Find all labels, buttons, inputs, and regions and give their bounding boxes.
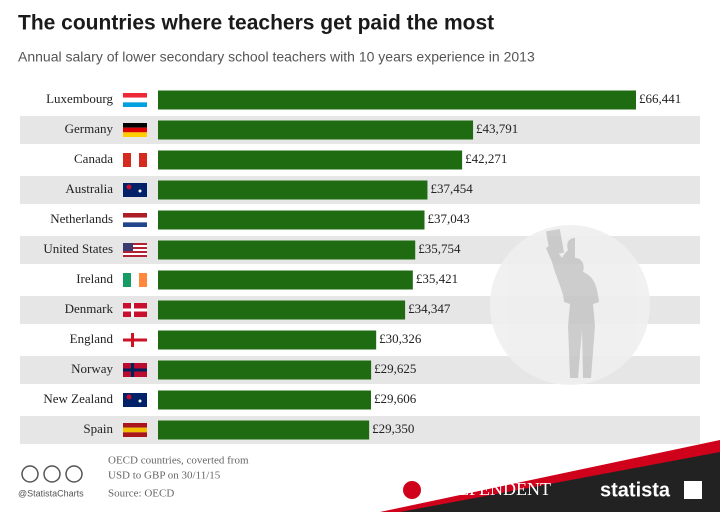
value-label: £35,421 [416, 271, 458, 286]
category-label: Netherlands [50, 211, 113, 226]
flag-part [123, 213, 147, 218]
flag-part [123, 93, 147, 98]
bar [158, 150, 463, 170]
category-label: Australia [65, 181, 113, 196]
bar [158, 270, 413, 290]
category-label: Germany [65, 121, 114, 136]
book [546, 228, 564, 256]
value-label: £29,350 [372, 421, 414, 436]
flag-part [123, 243, 133, 251]
flag-part [126, 394, 132, 400]
bar [158, 420, 370, 440]
value-label: £29,606 [374, 391, 417, 406]
chart-title: The countries where teachers get paid th… [18, 12, 494, 35]
brand-logo [684, 481, 702, 499]
flag-part [123, 393, 147, 407]
note-line: OECD countries, coverted from [108, 455, 249, 467]
flag-part [138, 399, 142, 403]
value-label: £34,347 [408, 301, 451, 316]
flag-part [131, 153, 139, 167]
bar [158, 210, 425, 230]
source: Source: OECD [108, 488, 174, 500]
note-line: USD to GBP on 30/11/15 [108, 470, 221, 482]
nd-icon [65, 465, 83, 483]
flag-part [123, 97, 147, 103]
value-label: £35,754 [418, 241, 461, 256]
value-label: £66,441 [639, 91, 681, 106]
flag-part [123, 427, 147, 433]
flag-part [139, 273, 147, 287]
bar [158, 330, 377, 350]
category-label: Canada [74, 151, 113, 166]
footer: @StatistaCharts OECD countries, coverted… [18, 440, 720, 512]
bar [158, 300, 406, 320]
flag-part [123, 153, 131, 167]
category-label: Norway [71, 361, 113, 376]
bar [158, 90, 636, 110]
flag-part [123, 338, 147, 342]
category-label: United States [43, 241, 113, 256]
category-label: New Zealand [43, 391, 113, 406]
flag-part [123, 243, 147, 245]
flag-part [126, 184, 132, 190]
flag-part [123, 247, 147, 249]
category-label: Ireland [76, 271, 113, 286]
bar [158, 180, 428, 200]
flag-part [123, 251, 147, 253]
handle: @StatistaCharts [18, 488, 84, 498]
value-label: £42,271 [465, 151, 507, 166]
flag-part [123, 432, 147, 437]
flag-part [123, 255, 147, 257]
category-label: Luxembourg [46, 91, 113, 106]
flag-part [123, 132, 147, 137]
bar [158, 390, 371, 410]
flag-part [131, 273, 139, 287]
flag-part [123, 183, 147, 197]
flag-part [123, 127, 147, 133]
flag-part [123, 249, 147, 251]
decoration [490, 225, 650, 385]
bar [158, 240, 416, 260]
flag-part [123, 253, 147, 255]
flag-part [123, 245, 147, 247]
category-label: England [70, 331, 114, 346]
rows: Luxembourg £66,441 Germany £43,791 Canada £42… [20, 90, 700, 444]
teacher-silhouette [546, 238, 599, 378]
bar [158, 360, 372, 380]
flag-part [139, 153, 147, 167]
flag-part [123, 222, 147, 227]
by-icon [43, 465, 61, 483]
dark-band [400, 452, 720, 512]
flag-part [123, 123, 147, 128]
flag-part [123, 217, 147, 223]
value-label: £37,454 [430, 181, 473, 196]
chart-subtitle: Annual salary of lower secondary school … [18, 49, 535, 65]
flag-part [123, 423, 147, 428]
value-label: £30,326 [379, 331, 422, 346]
flag-part [138, 189, 142, 193]
category-label: Denmark [65, 301, 114, 316]
category-label: Spain [83, 421, 113, 436]
flag-part [123, 273, 131, 287]
value-label: £29,625 [374, 361, 416, 376]
cc-icon [21, 465, 39, 483]
flag-part [123, 102, 147, 107]
value-label: £37,043 [428, 211, 470, 226]
eagle-logo [403, 481, 421, 499]
bar [158, 120, 474, 140]
publisher: INDEPENDENT [426, 479, 551, 499]
value-label: £43,791 [476, 121, 518, 136]
flag-part [123, 368, 147, 372]
flag-part [123, 308, 147, 312]
brand: statista [600, 479, 671, 501]
